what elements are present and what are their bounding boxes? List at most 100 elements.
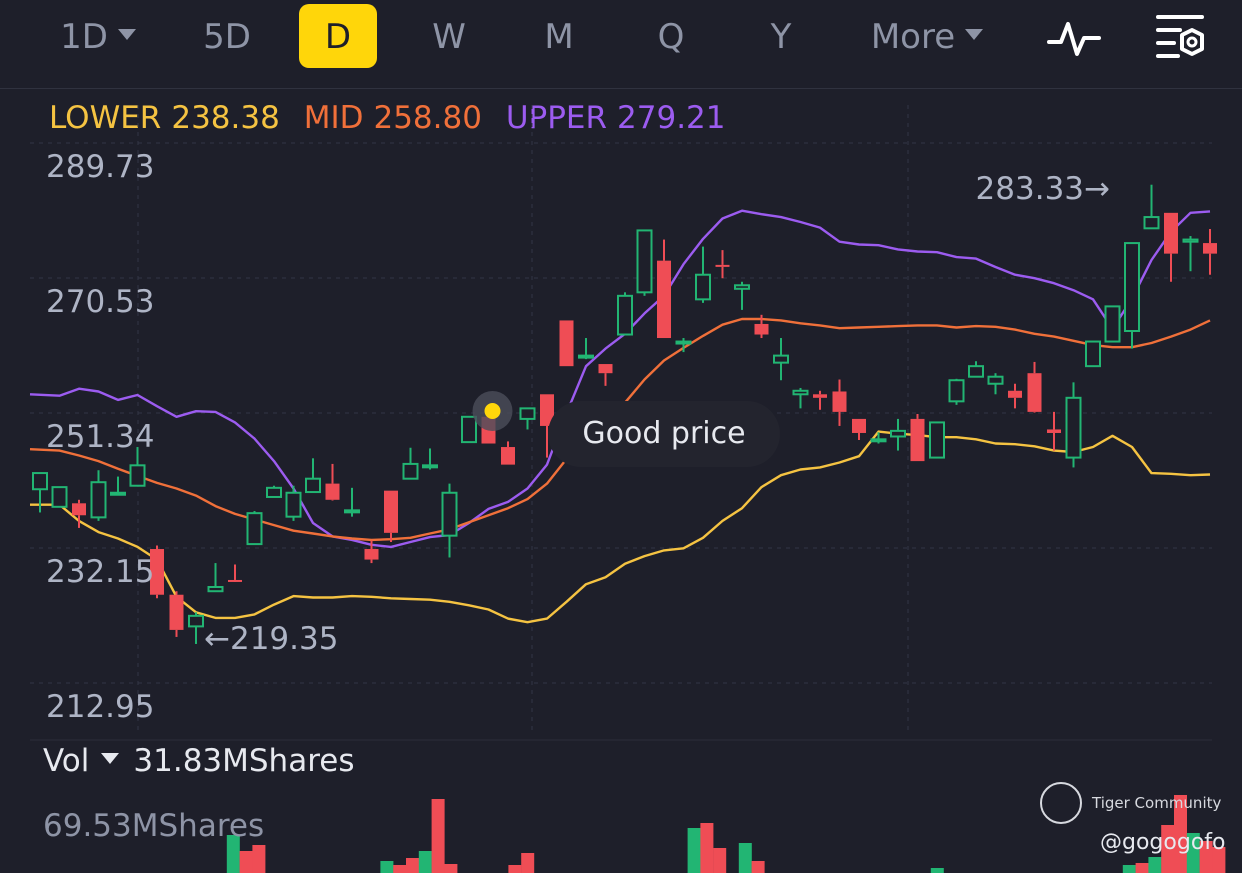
candle-down [1027, 361, 1042, 413]
candle-body [617, 294, 633, 336]
volume-bar [521, 853, 535, 873]
candle-up [32, 472, 48, 513]
tab-d[interactable]: D [299, 4, 377, 68]
candle-body [285, 491, 302, 518]
watermark-handle: @gogogofo [1100, 830, 1226, 855]
candle-down [559, 320, 574, 367]
candle-body [636, 229, 653, 294]
bollinger-legend: LOWER 238.38 MID 258.80 UPPER 279.21 [49, 100, 740, 136]
volume-bar [687, 828, 701, 873]
candle-body [578, 354, 594, 359]
high-price-label: 283.33→ [976, 171, 1110, 207]
candle-down [1164, 212, 1178, 282]
candle-up [51, 486, 68, 508]
tab-y[interactable]: Y [770, 17, 792, 57]
volume-bar [406, 858, 419, 873]
y-tick-label: 251.34 [46, 419, 154, 455]
candle-body [792, 389, 809, 396]
candle-body [72, 503, 86, 516]
volume-bar [713, 848, 727, 873]
candle-body [228, 579, 242, 582]
legend-mid: MID 258.80 [303, 100, 482, 136]
candle-down [715, 250, 730, 279]
good-price-tooltip[interactable]: Good price [548, 401, 780, 467]
candle-body [832, 391, 847, 412]
candle-up [617, 292, 633, 336]
volume-bar [431, 799, 445, 873]
tab-1d[interactable]: 1D [52, 4, 144, 68]
candle-down [384, 490, 398, 542]
candle-body [169, 594, 184, 630]
candle-up [344, 487, 360, 517]
candle-body [384, 490, 398, 533]
candle-up [695, 246, 711, 303]
candle-body [246, 512, 263, 546]
candle-up [519, 407, 536, 430]
candle-up [110, 476, 126, 496]
candle-up [402, 447, 419, 480]
candle-up [870, 432, 887, 444]
candle-up [266, 485, 282, 498]
candle-down [364, 540, 379, 564]
candle-body [948, 379, 965, 403]
candle-body [870, 438, 887, 443]
candle-up [578, 338, 594, 360]
volume-current: 31.83MShares [133, 743, 355, 779]
candle-down [1047, 411, 1061, 451]
candle-up [1182, 236, 1199, 272]
candle-body [110, 491, 126, 496]
volume-bar [380, 861, 394, 873]
tab-q[interactable]: Q [657, 17, 685, 57]
candle-down [150, 545, 164, 599]
candle-body [207, 585, 224, 593]
candle-body [1085, 340, 1101, 368]
period-toolbar: 1D 5D D W M Q Y More [0, 0, 1242, 84]
candle-down [598, 364, 613, 386]
candle-up [1143, 184, 1160, 230]
volume-bar [239, 851, 253, 873]
candle-body [675, 340, 692, 345]
settings-filter-icon[interactable] [1156, 13, 1208, 63]
candle-body [813, 394, 827, 398]
y-tick-label: 289.73 [46, 149, 154, 185]
candle-up [422, 448, 438, 470]
volume-header[interactable]: Vol 31.83MShares [43, 743, 355, 779]
candle-body [1027, 373, 1042, 412]
tab-m[interactable]: M [544, 17, 574, 57]
y-tick-label: 270.53 [46, 284, 154, 320]
candle-body [1203, 243, 1217, 254]
candle-down [1008, 383, 1022, 409]
candle-body [150, 549, 164, 595]
legend-lower: LOWER 238.38 [49, 100, 280, 136]
candle-down [72, 499, 86, 528]
volume-bar [1186, 833, 1200, 873]
candle-body [1182, 238, 1199, 243]
volume-bar [1161, 825, 1175, 873]
candle-up [968, 361, 984, 378]
candle-body [344, 509, 360, 514]
volume-label: Vol [43, 743, 90, 779]
candle-up [792, 387, 809, 409]
tab-w[interactable]: W [432, 17, 466, 57]
candle-up [636, 229, 653, 296]
tab-more[interactable]: More [862, 4, 992, 68]
watermark-brand: Tiger Community [1092, 794, 1222, 812]
candle-up [461, 415, 477, 444]
candle-down [325, 463, 340, 501]
indicator-wave-icon[interactable] [1046, 18, 1102, 62]
volume-bar [393, 865, 407, 873]
volume-bar [738, 843, 752, 873]
candle-up [890, 418, 906, 451]
candle-body [441, 491, 458, 537]
candle-body [773, 354, 789, 364]
volume-bar [1122, 865, 1136, 873]
candle-body [188, 614, 204, 628]
chevron-down-icon [117, 29, 136, 40]
candle-up [675, 338, 692, 353]
tab-5d[interactable]: 5D [203, 17, 251, 57]
candle-down [832, 379, 847, 426]
volume-bar [226, 835, 240, 873]
candle-body [1124, 242, 1140, 332]
volume-max-label: 69.53MShares [43, 808, 265, 844]
